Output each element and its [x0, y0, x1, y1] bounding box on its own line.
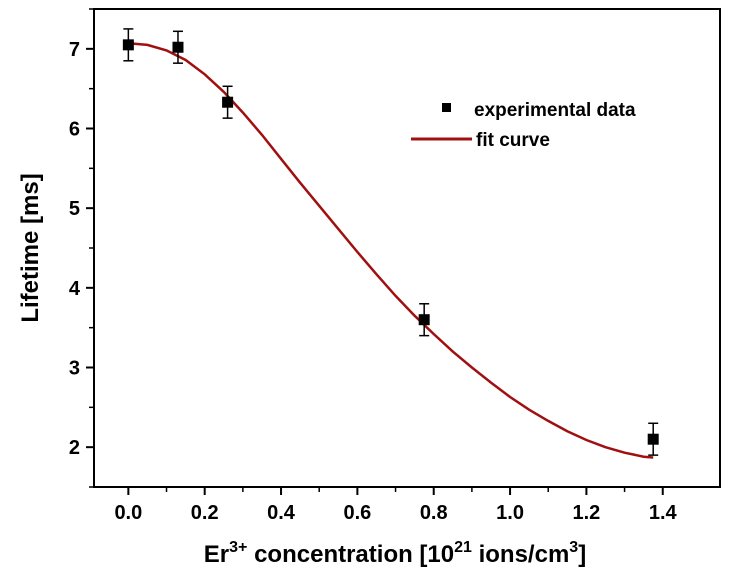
y-tick-label: 7	[69, 39, 80, 61]
x-axis-title-part-1: Er	[204, 541, 229, 568]
y-tick-label: 2	[69, 437, 80, 459]
x-tick-label: 0.6	[343, 502, 371, 524]
legend-label-fit-curve: fit curve	[476, 130, 550, 151]
data-point	[172, 41, 184, 53]
legend-frame	[404, 89, 684, 159]
x-axis-title-sup-3: 3	[569, 539, 578, 556]
data-point	[647, 433, 659, 445]
y-axis-title: Lifetime [ms]	[17, 173, 44, 322]
fit-curve-line	[128, 42, 654, 459]
data-point	[418, 314, 430, 326]
y-tick-label: 6	[69, 119, 80, 141]
plot-frame	[93, 8, 721, 488]
x-tick-label: 1.0	[496, 502, 524, 524]
legend-label-experimental-data: experimental data	[474, 100, 636, 121]
x-tick-label: 1.2	[572, 502, 600, 524]
x-axis-title-sup-1: 3+	[229, 539, 247, 556]
legend: experimental data fit curve	[404, 89, 684, 159]
x-tick-label: 1.4	[649, 502, 678, 524]
series-layer	[122, 28, 659, 459]
y-tick-label: 4	[69, 278, 81, 300]
x-tick-label: 0.8	[420, 502, 448, 524]
x-axis-ticks: 0.0 0.2 0.4 0.6 0.8 1.0 1.2 1.4	[114, 487, 678, 524]
data-point	[122, 39, 134, 51]
y-tick-label: 3	[69, 358, 80, 380]
x-tick-label: 0.2	[191, 502, 219, 524]
x-axis-title-part-2: concentration [10	[247, 541, 454, 568]
x-tick-label: 0.0	[114, 502, 142, 524]
x-axis-title-part-3: ions/cm	[472, 541, 569, 568]
x-axis-title-sup-2: 21	[454, 539, 472, 556]
x-axis-title: Er3+ concentration [1021 ions/cm3]	[204, 539, 586, 568]
x-tick-label: 0.4	[267, 502, 296, 524]
y-tick-label: 5	[69, 198, 80, 220]
data-point	[222, 96, 234, 108]
x-axis-title-part-4: ]	[578, 541, 586, 568]
legend-marker-experimental-data	[442, 103, 451, 112]
y-axis-ticks: 2 3 4 5 6 7	[69, 8, 94, 488]
